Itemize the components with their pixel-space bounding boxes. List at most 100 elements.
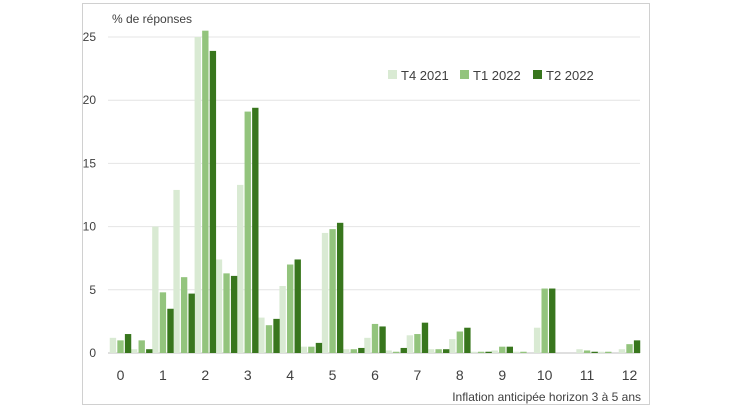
bar-t4-2021 (512, 351, 520, 353)
bar-t2-2022 (379, 326, 386, 353)
bar-t2-2022 (443, 349, 450, 353)
bar-t1-2022 (456, 331, 464, 353)
legend-label: T2 2022 (546, 68, 594, 83)
x-tick-layer: 0 1 2 3 4 5 6 7 8 9 10 11 12 (117, 367, 638, 383)
bar-t2-2022 (294, 259, 301, 353)
bar-t4-2021 (152, 226, 159, 353)
bar-t4-2021 (321, 232, 329, 353)
bar-t2-2022 (400, 347, 407, 353)
x-tick-label: 4 (286, 367, 294, 383)
bar-t4-2021 (449, 339, 456, 353)
bar-t1-2022 (477, 351, 485, 353)
x-tick-label: 10 (537, 367, 553, 383)
legend-label: T1 2022 (473, 68, 521, 83)
bar-t2-2022 (209, 50, 217, 354)
bar-t4-2021 (343, 349, 350, 353)
bar-t1-2022 (371, 323, 379, 353)
bar-t1-2022 (541, 288, 548, 353)
y-tick-label: 10 (83, 220, 97, 234)
bar-t1-2022 (180, 277, 188, 353)
bar-t4-2021 (173, 189, 180, 353)
bar-t1-2022 (435, 349, 442, 353)
bar-t2-2022 (146, 349, 153, 353)
bar-t1-2022 (286, 264, 294, 353)
y-tick-label: 0 (89, 346, 96, 360)
bar-t2-2022 (421, 322, 429, 353)
bar-t1-2022 (117, 340, 124, 353)
bar-t4-2021 (576, 349, 583, 353)
x-tick-label: 7 (414, 367, 422, 383)
bar-t4-2021 (364, 337, 371, 353)
bar-t1-2022 (308, 346, 315, 353)
bar-t1-2022 (202, 30, 209, 354)
legend-swatch (388, 70, 397, 79)
y-tick-label: 20 (83, 93, 97, 107)
bar-t4-2021 (215, 259, 223, 353)
y-tick-label: 5 (89, 283, 96, 297)
y-tick-layer: 0 5 10 15 20 25 (83, 30, 97, 360)
bar-t2-2022 (124, 334, 132, 353)
bar-t4-2021 (237, 184, 244, 353)
bar-t4-2021 (470, 351, 477, 353)
bar-t1-2022 (244, 111, 251, 354)
bar-t2-2022 (485, 351, 492, 353)
bar-t2-2022 (273, 318, 280, 353)
bar-t1-2022 (159, 292, 167, 353)
bar-t4-2021 (618, 349, 626, 353)
y-tick-label: 25 (83, 30, 97, 44)
bar-t1-2022 (583, 350, 591, 353)
bar-t2-2022 (315, 342, 323, 353)
grid-layer (108, 36, 640, 354)
bar-t1-2022 (626, 344, 633, 353)
bar-t2-2022 (358, 347, 365, 353)
bar-t4-2021 (109, 337, 117, 353)
bar-t4-2021 (300, 346, 307, 353)
bar-t4-2021 (406, 335, 414, 353)
x-tick-label: 1 (159, 367, 167, 383)
bar-t1-2022 (605, 351, 612, 353)
bar-t1-2022 (223, 273, 230, 353)
x-tick-label: 0 (117, 367, 125, 383)
legend: T4 2021 T1 2022 T2 2022 (388, 68, 594, 83)
bar-t1-2022 (350, 349, 357, 353)
legend-swatch (533, 70, 542, 79)
x-tick-label: 6 (371, 367, 379, 383)
bar-t2-2022 (506, 346, 513, 353)
bar-t1-2022 (265, 325, 273, 353)
bar-t1-2022 (329, 229, 336, 353)
bar-t1-2022 (138, 340, 145, 353)
x-tick-label: 2 (201, 367, 209, 383)
legend-label: T4 2021 (401, 68, 449, 83)
bar-t4-2021 (385, 350, 392, 353)
x-axis-label: Inflation anticipée horizon 3 à 5 ans (452, 390, 641, 404)
x-tick-label: 5 (329, 367, 337, 383)
bar-t4-2021 (130, 349, 138, 353)
bar-t2-2022 (549, 288, 556, 353)
bar-t1-2022 (393, 351, 400, 353)
bars-layer (109, 30, 641, 354)
x-tick-label: 12 (622, 367, 638, 383)
bar-t1-2022 (499, 346, 506, 353)
bar-t4-2021 (279, 286, 286, 353)
x-tick-label: 3 (244, 367, 252, 383)
bar-t2-2022 (633, 340, 641, 353)
x-tick-label: 11 (580, 367, 595, 383)
bar-t1-2022 (520, 351, 527, 353)
bar-t1-2022 (414, 334, 421, 353)
y-tick-label: 15 (83, 156, 97, 170)
bar-t4-2021 (533, 327, 541, 353)
bar-t4-2021 (194, 37, 201, 353)
legend-swatch (460, 70, 469, 79)
bar-t2-2022 (188, 293, 195, 353)
bar-t2-2022 (591, 351, 598, 353)
bar-t2-2022 (336, 222, 344, 353)
x-tick-label: 9 (498, 367, 506, 383)
y-axis-label: % de réponses (112, 12, 192, 26)
bar-t4-2021 (597, 351, 604, 353)
x-tick-label: 8 (456, 367, 464, 383)
bar-t2-2022 (230, 275, 238, 353)
bar-t4-2021 (258, 317, 265, 353)
bar-t4-2021 (491, 350, 498, 353)
bar-t2-2022 (252, 107, 259, 353)
